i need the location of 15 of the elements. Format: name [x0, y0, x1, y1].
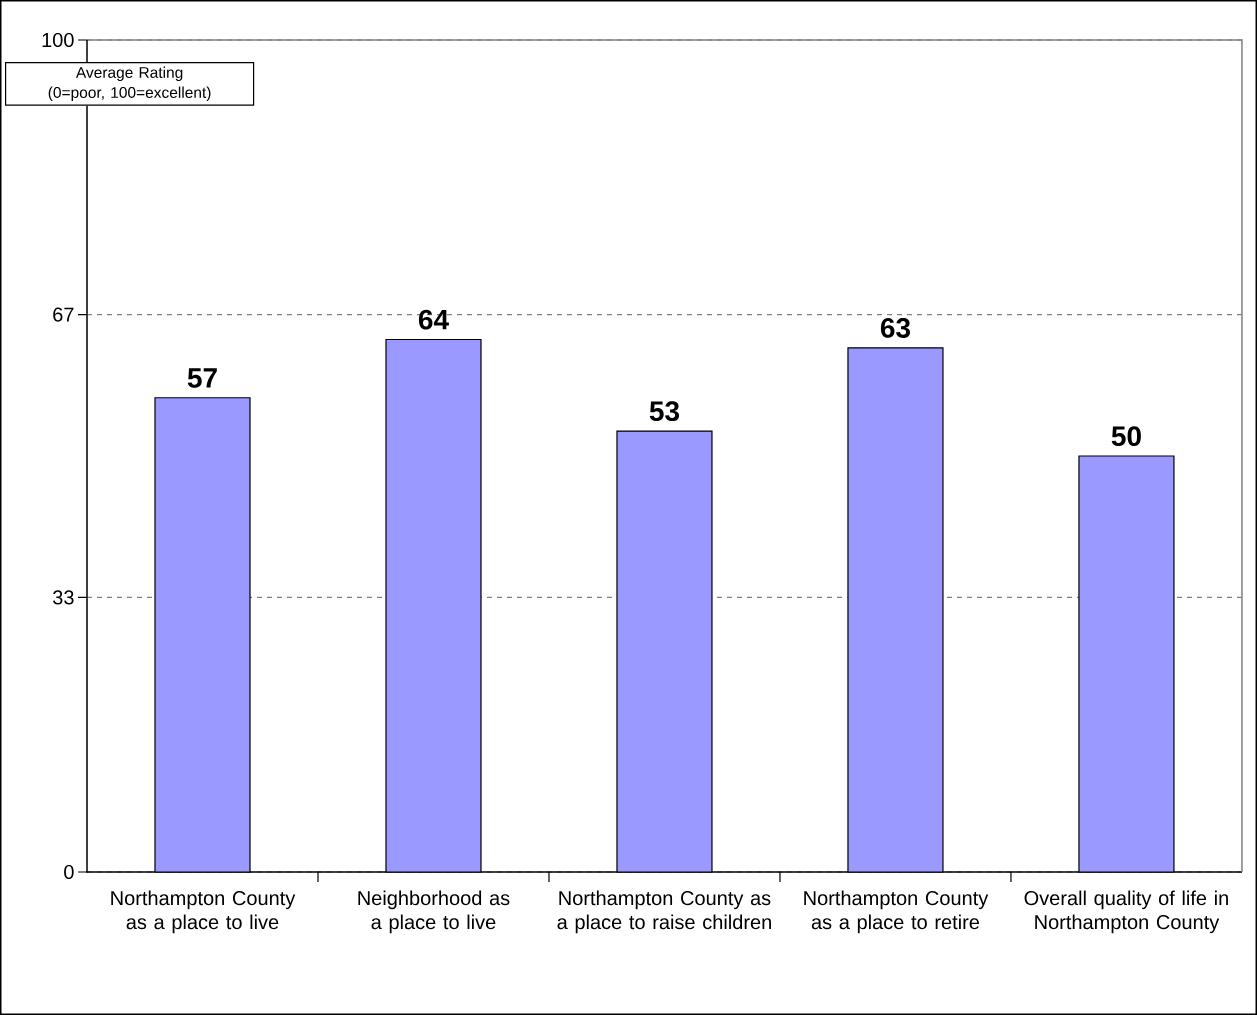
data-label: 63 — [880, 318, 911, 338]
data-label: 53 — [649, 401, 680, 422]
data-label: 64 — [418, 309, 449, 330]
x-tick-label: Northampton County as a place to retire — [804, 890, 989, 934]
data-label: 50 — [1111, 426, 1141, 447]
y-axis-title: Average Rating (0=poor, 100=excellent) — [48, 66, 211, 102]
x-tick-label: Northampton County as a place to raise children — [557, 890, 771, 934]
data-label: 57 — [187, 368, 217, 388]
x-tick-label: Neighborhood as a place to live — [358, 890, 510, 934]
y-tick-label: 33 — [52, 590, 74, 605]
x-tick-label: Overall quality of life in Northampton County — [1024, 890, 1228, 934]
y-tick-label: 67 — [53, 307, 74, 322]
y-tick-label: 100 — [42, 32, 74, 48]
x-tick-label: Northampton County as a place to live — [111, 890, 296, 934]
y-tick-label: 0 — [64, 864, 74, 880]
